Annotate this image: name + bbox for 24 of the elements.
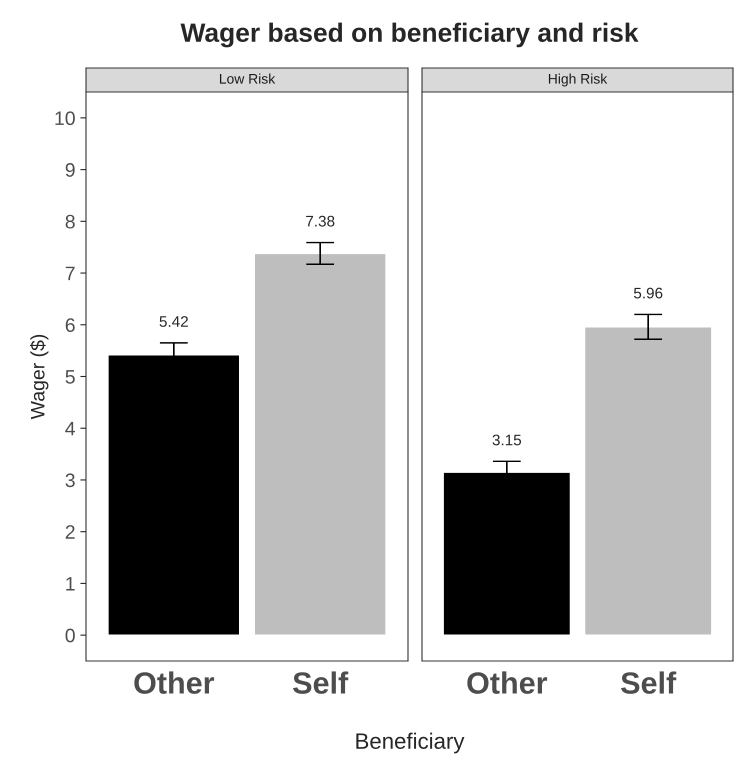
y-tick-label: 10: [55, 111, 75, 126]
data-label: 5.96: [634, 288, 662, 298]
x-tick-label: Self: [621, 671, 676, 694]
data-label: 7.38: [306, 216, 334, 227]
x-tick-label: Self: [293, 671, 348, 694]
chart-subtitle: Low Risk: [220, 74, 276, 84]
x-tick-label: Other: [134, 671, 214, 694]
y-tick-label: 0: [66, 628, 75, 642]
data-label: 5.42: [160, 316, 188, 327]
y-tick-label: 6: [66, 318, 75, 332]
y-tick-label: 7: [66, 266, 75, 280]
y-tick-label: 5: [66, 370, 75, 384]
y-tick-label: 1: [66, 577, 75, 590]
y-tick-label: 2: [66, 525, 75, 539]
y-tick-label: 9: [66, 163, 75, 177]
chart-title: Wager based on beneficiary and risk: [180, 22, 639, 48]
y-tick-label: 3: [66, 473, 75, 488]
y-axis-title: Wager ($): [30, 334, 48, 420]
x-tick-label: Other: [467, 671, 548, 694]
data-label: 3.15: [492, 434, 522, 446]
y-tick-label: 4: [65, 422, 76, 436]
x-axis-title: Beneficiary: [356, 732, 464, 754]
y-tick-label: 8: [66, 214, 75, 229]
chart-subtitle: High Risk: [548, 74, 608, 86]
